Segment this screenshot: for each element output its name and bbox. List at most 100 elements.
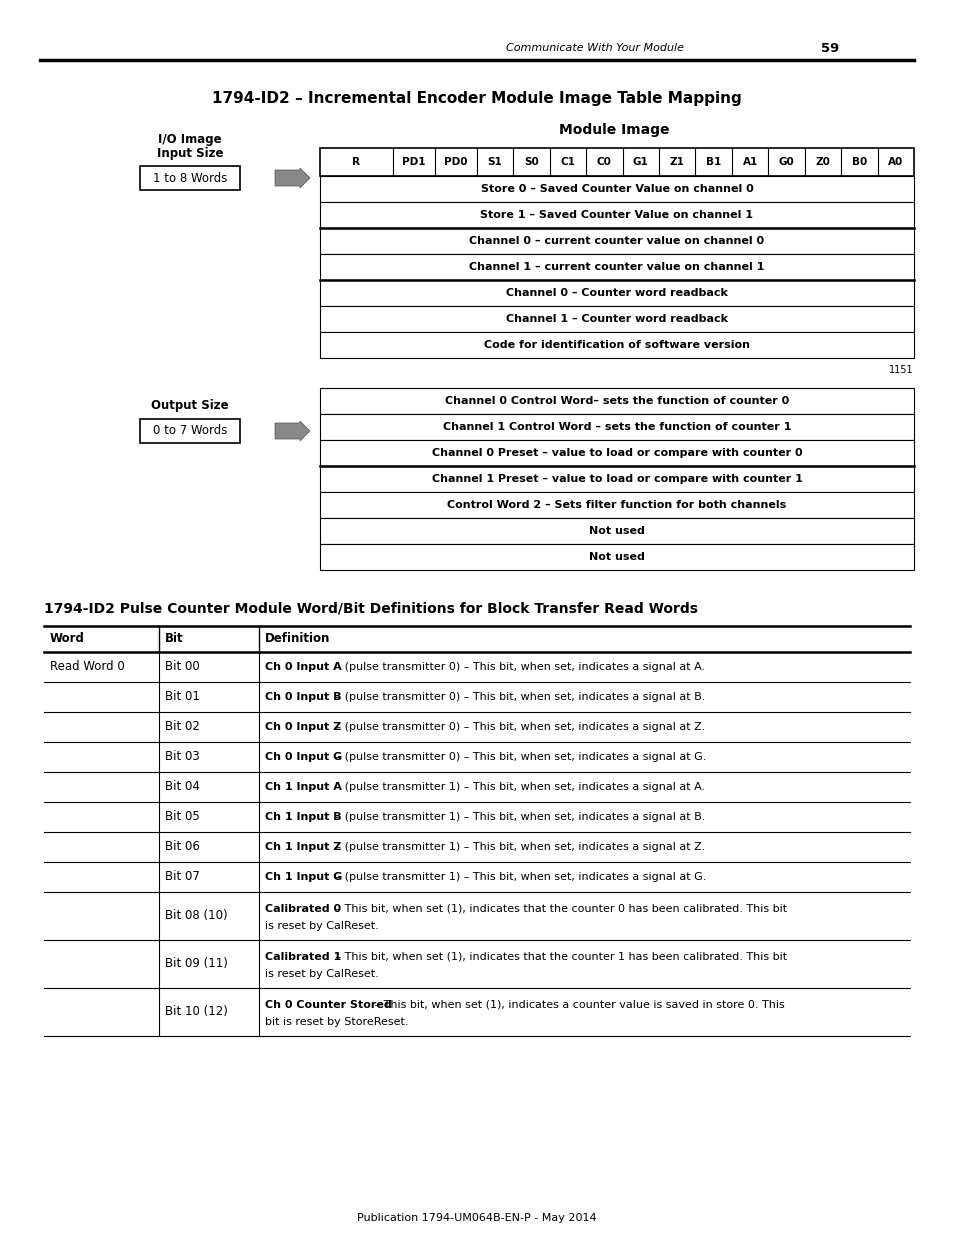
Text: – (pulse transmitter 1) – This bit, when set, indicates a signal at B.: – (pulse transmitter 1) – This bit, when…	[332, 811, 705, 823]
Text: Not used: Not used	[588, 526, 644, 536]
Text: – (pulse transmitter 1) – This bit, when set, indicates a signal at G.: – (pulse transmitter 1) – This bit, when…	[332, 872, 706, 882]
Text: 1151: 1151	[888, 366, 913, 375]
Text: Ch 0 Input G: Ch 0 Input G	[265, 752, 342, 762]
Text: – This bit, when set (1), indicates that the counter 0 has been calibrated. This: – This bit, when set (1), indicates that…	[332, 904, 786, 914]
Text: Ch 0 Counter Stored: Ch 0 Counter Stored	[265, 1000, 392, 1010]
Text: Bit 06: Bit 06	[165, 841, 200, 853]
Text: Input Size: Input Size	[156, 147, 223, 161]
Text: Bit 09 (11): Bit 09 (11)	[165, 957, 228, 971]
Bar	[319, 148, 913, 177]
Text: Bit 02: Bit 02	[165, 720, 200, 734]
Text: Output Size: Output Size	[151, 399, 229, 411]
Bar	[319, 388, 913, 414]
Text: Ch 1 Input A: Ch 1 Input A	[265, 782, 341, 792]
Text: Not used: Not used	[588, 552, 644, 562]
Text: G1: G1	[632, 157, 648, 167]
Text: G0: G0	[778, 157, 794, 167]
Text: Bit 00: Bit 00	[165, 661, 199, 673]
Bar	[319, 466, 913, 492]
Text: Channel 0 – Counter word readback: Channel 0 – Counter word readback	[505, 288, 727, 298]
Text: is reset by CalReset.: is reset by CalReset.	[265, 968, 378, 978]
Text: C0: C0	[597, 157, 611, 167]
Text: 0 to 7 Words: 0 to 7 Words	[152, 425, 227, 437]
Text: – (pulse transmitter 0) – This bit, when set, indicates a signal at Z.: – (pulse transmitter 0) – This bit, when…	[332, 722, 705, 732]
Bar	[319, 228, 913, 254]
Text: C1: C1	[560, 157, 575, 167]
Text: B1: B1	[705, 157, 720, 167]
Bar	[319, 492, 913, 517]
Text: Read Word 0: Read Word 0	[50, 661, 125, 673]
Text: Bit 05: Bit 05	[165, 810, 199, 824]
Bar	[319, 203, 913, 228]
Text: – (pulse transmitter 1) – This bit, when set, indicates a signal at Z.: – (pulse transmitter 1) – This bit, when…	[332, 842, 705, 852]
Text: Bit 10 (12): Bit 10 (12)	[165, 1005, 228, 1019]
Text: Word: Word	[50, 632, 85, 646]
Text: R: R	[352, 157, 360, 167]
Bar	[319, 543, 913, 571]
Text: Code for identification of software version: Code for identification of software vers…	[483, 340, 749, 350]
Text: Bit 01: Bit 01	[165, 690, 200, 704]
Text: Z1: Z1	[669, 157, 684, 167]
Text: Channel 1 – Counter word readback: Channel 1 – Counter word readback	[505, 314, 727, 324]
Text: 59: 59	[820, 42, 839, 54]
Text: is reset by CalReset.: is reset by CalReset.	[265, 920, 378, 931]
Text: Channel 0 – current counter value on channel 0: Channel 0 – current counter value on cha…	[469, 236, 763, 246]
Text: bit is reset by StoreReset.: bit is reset by StoreReset.	[265, 1016, 408, 1026]
Text: – This bit, when set (1), indicates a counter value is saved in store 0. This: – This bit, when set (1), indicates a co…	[371, 1000, 784, 1010]
Bar	[319, 254, 913, 280]
Text: Store 0 – Saved Counter Value on channel 0: Store 0 – Saved Counter Value on channel…	[480, 184, 753, 194]
Text: Channel 1 – current counter value on channel 1: Channel 1 – current counter value on cha…	[469, 262, 764, 272]
Text: S0: S0	[523, 157, 538, 167]
Bar	[319, 332, 913, 358]
Bar	[319, 177, 913, 203]
Text: 1794-ID2 – Incremental Encoder Module Image Table Mapping: 1794-ID2 – Incremental Encoder Module Im…	[212, 90, 741, 105]
Text: I/O Image: I/O Image	[158, 133, 222, 147]
Text: 1794-ID2 Pulse Counter Module Word/Bit Definitions for Block Transfer Read Words: 1794-ID2 Pulse Counter Module Word/Bit D…	[44, 601, 698, 615]
Text: Channel 0 Control Word– sets the function of counter 0: Channel 0 Control Word– sets the functio…	[444, 396, 788, 406]
Text: Z0: Z0	[815, 157, 829, 167]
Text: Control Word 2 – Sets filter function for both channels: Control Word 2 – Sets filter function fo…	[447, 500, 786, 510]
Bar	[319, 517, 913, 543]
Text: A1: A1	[741, 157, 757, 167]
Text: Calibrated 1: Calibrated 1	[265, 952, 341, 962]
Text: Publication 1794-UM064B-EN-P - May 2014: Publication 1794-UM064B-EN-P - May 2014	[356, 1213, 597, 1223]
Text: 1 to 8 Words: 1 to 8 Words	[152, 172, 227, 184]
Text: Channel 0 Preset – value to load or compare with counter 0: Channel 0 Preset – value to load or comp…	[432, 448, 801, 458]
Text: – (pulse transmitter 0) – This bit, when set, indicates a signal at B.: – (pulse transmitter 0) – This bit, when…	[332, 692, 705, 701]
Text: Calibrated 0: Calibrated 0	[265, 904, 341, 914]
Text: – (pulse transmitter 0) – This bit, when set, indicates a signal at G.: – (pulse transmitter 0) – This bit, when…	[332, 752, 706, 762]
Text: Definition: Definition	[265, 632, 330, 646]
Text: Ch 0 Input Z: Ch 0 Input Z	[265, 722, 341, 732]
Text: Bit 08 (10): Bit 08 (10)	[165, 909, 228, 923]
Text: – (pulse transmitter 0) – This bit, when set, indicates a signal at A.: – (pulse transmitter 0) – This bit, when…	[332, 662, 704, 672]
Text: Bit 04: Bit 04	[165, 781, 200, 794]
Text: Ch 1 Input Z: Ch 1 Input Z	[265, 842, 341, 852]
Bar	[319, 414, 913, 440]
Text: Channel 1 Preset – value to load or compare with counter 1: Channel 1 Preset – value to load or comp…	[431, 474, 801, 484]
Bar	[319, 280, 913, 306]
Text: Ch 1 Input B: Ch 1 Input B	[265, 811, 341, 823]
Text: Ch 0 Input B: Ch 0 Input B	[265, 692, 341, 701]
Text: – (pulse transmitter 1) – This bit, when set, indicates a signal at A.: – (pulse transmitter 1) – This bit, when…	[332, 782, 704, 792]
Text: Store 1 – Saved Counter Value on channel 1: Store 1 – Saved Counter Value on channel…	[480, 210, 753, 220]
Text: Bit 03: Bit 03	[165, 751, 199, 763]
Text: PD1: PD1	[402, 157, 425, 167]
Text: Module Image: Module Image	[558, 124, 669, 137]
Text: Ch 0 Input A: Ch 0 Input A	[265, 662, 341, 672]
Text: Ch 1 Input G: Ch 1 Input G	[265, 872, 342, 882]
FancyArrow shape	[274, 168, 310, 188]
Text: PD0: PD0	[444, 157, 467, 167]
Text: Bit: Bit	[165, 632, 183, 646]
Text: Communicate With Your Module: Communicate With Your Module	[505, 43, 683, 53]
Bar	[319, 306, 913, 332]
FancyArrow shape	[274, 421, 310, 441]
Text: S1: S1	[487, 157, 502, 167]
Bar	[319, 440, 913, 466]
Bar	[140, 419, 240, 443]
Text: – This bit, when set (1), indicates that the counter 1 has been calibrated. This: – This bit, when set (1), indicates that…	[332, 952, 786, 962]
Text: Bit 07: Bit 07	[165, 871, 200, 883]
Bar	[140, 165, 240, 190]
Text: B0: B0	[851, 157, 866, 167]
Text: A0: A0	[887, 157, 902, 167]
Text: Channel 1 Control Word – sets the function of counter 1: Channel 1 Control Word – sets the functi…	[442, 422, 790, 432]
